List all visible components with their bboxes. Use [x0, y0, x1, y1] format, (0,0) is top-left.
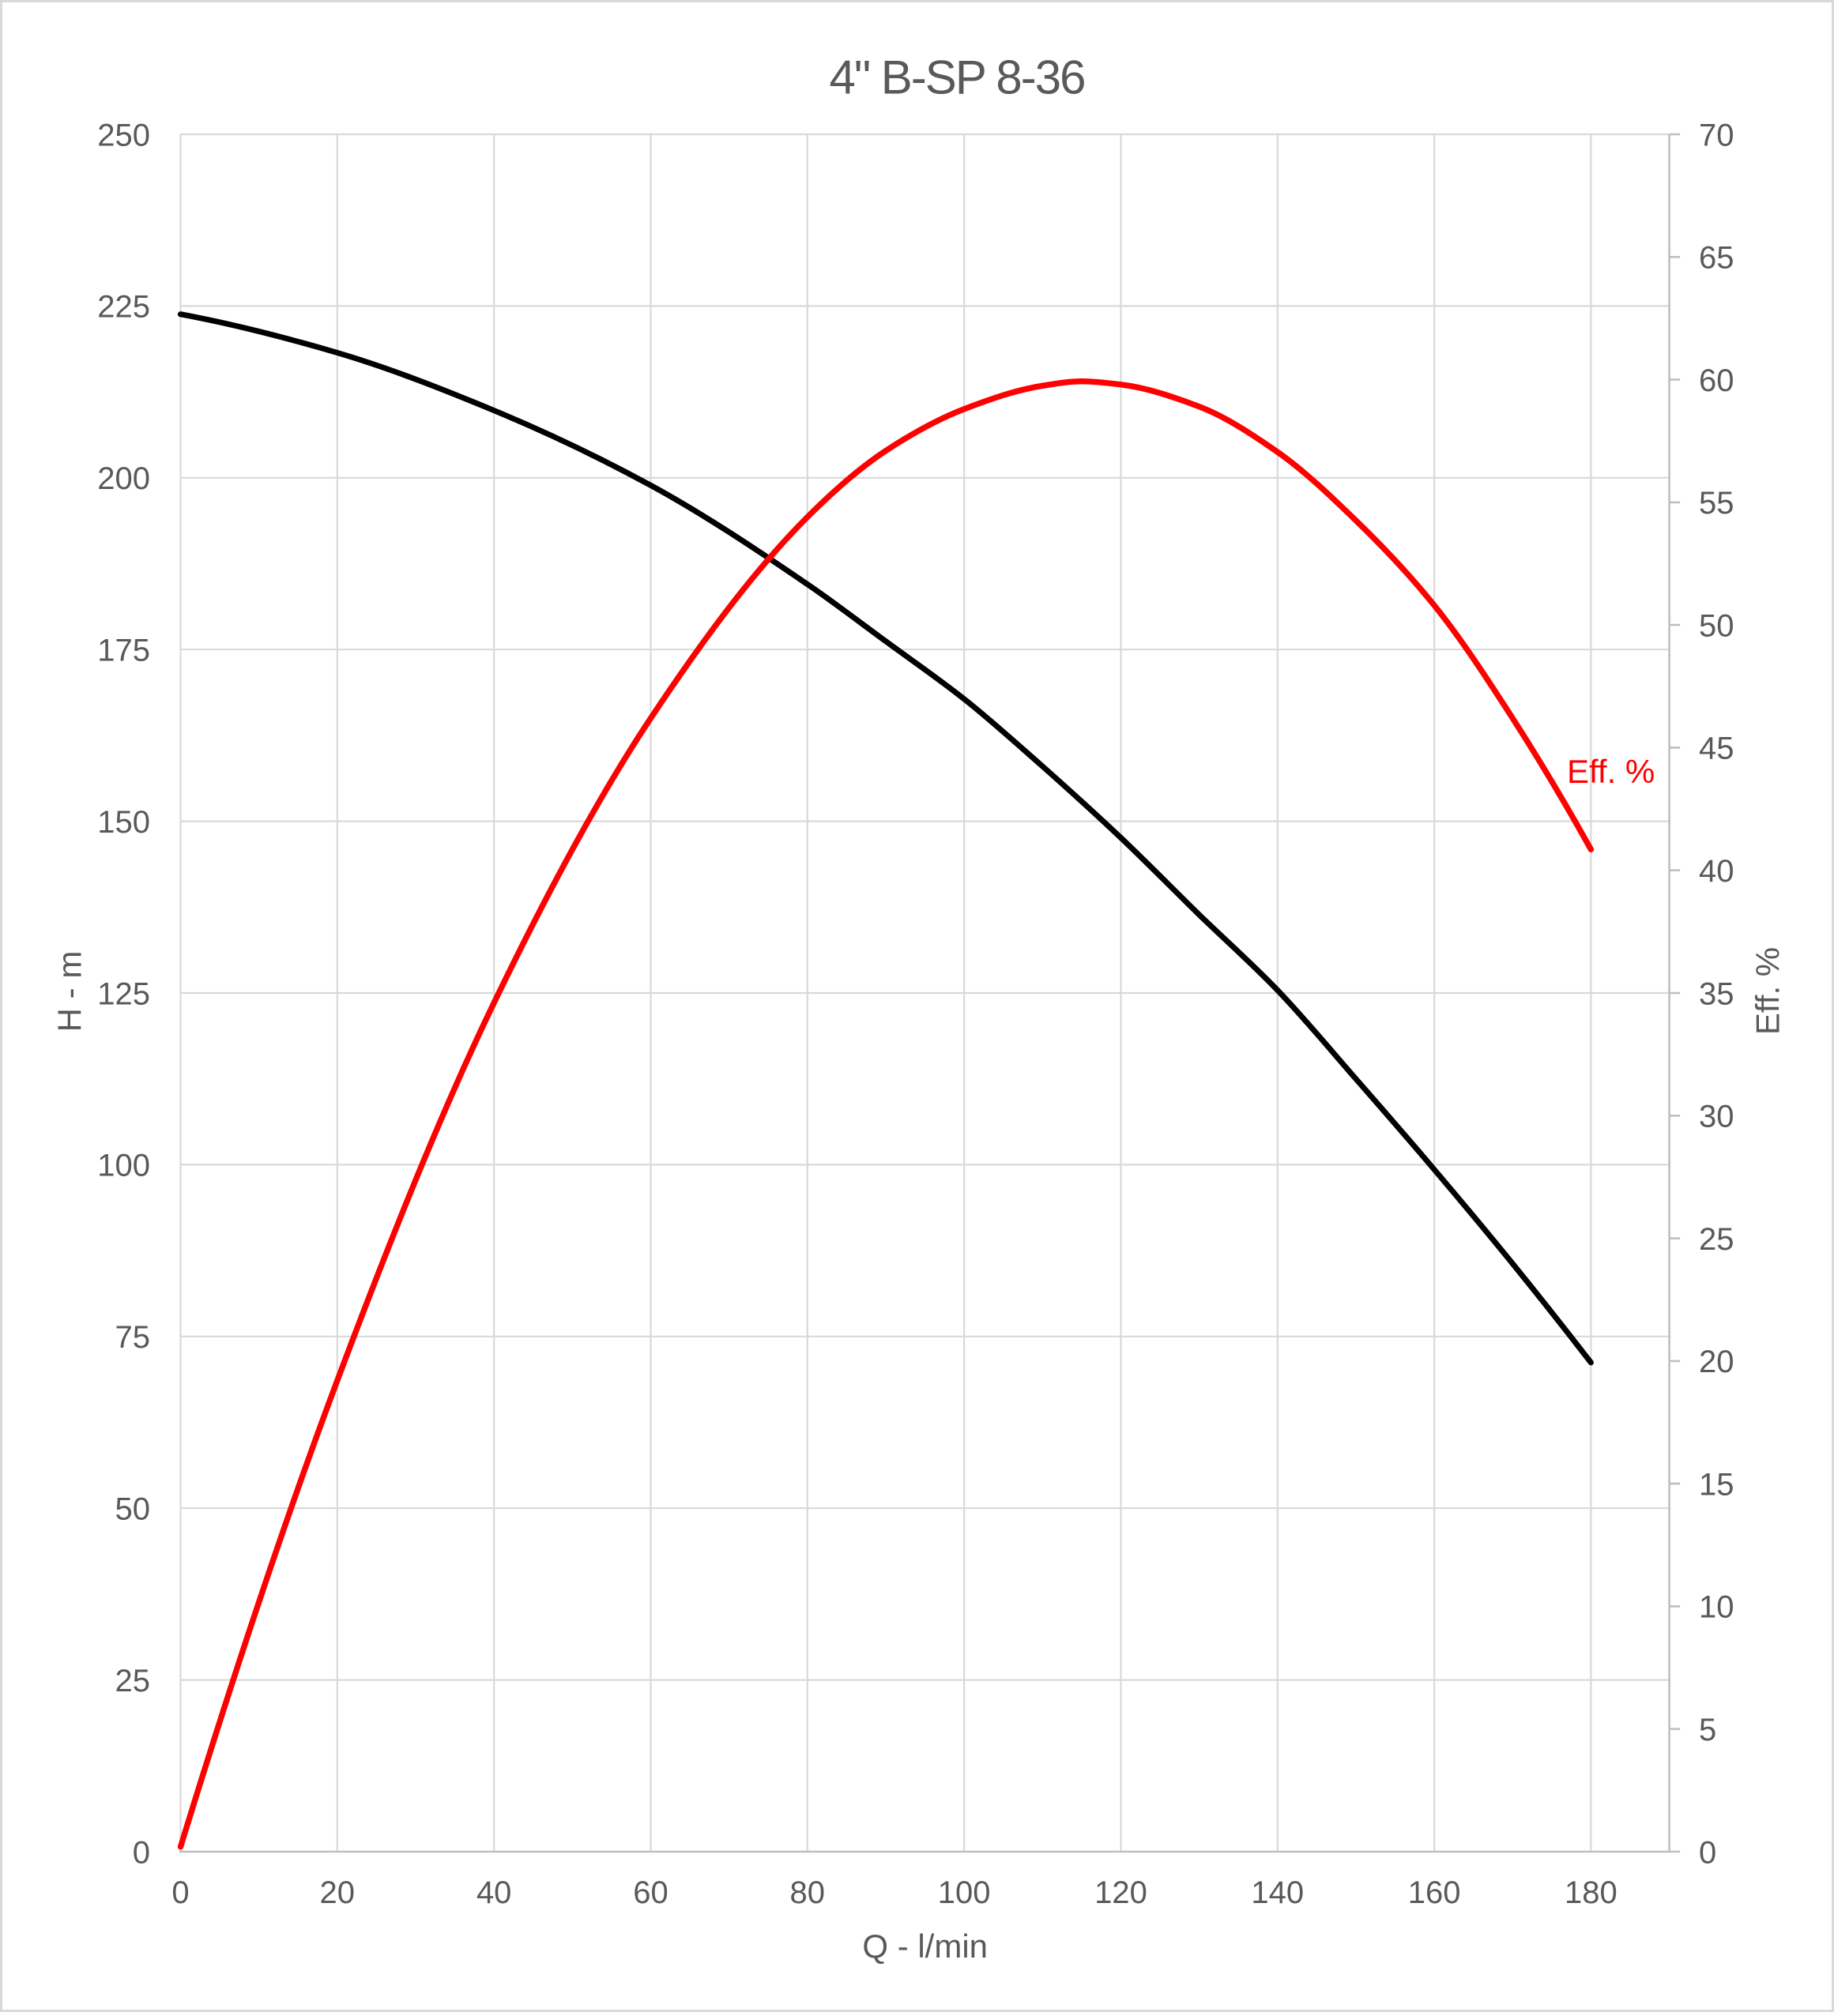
- svg-text:70: 70: [1699, 118, 1734, 152]
- svg-text:60: 60: [633, 1875, 668, 1910]
- svg-text:Q - l/min: Q - l/min: [862, 1928, 988, 1965]
- svg-text:35: 35: [1699, 976, 1734, 1011]
- svg-text:0: 0: [171, 1875, 189, 1910]
- svg-text:125: 125: [97, 976, 150, 1011]
- svg-text:H - m: H - m: [51, 951, 88, 1032]
- svg-text:15: 15: [1699, 1467, 1734, 1502]
- svg-text:80: 80: [790, 1875, 826, 1910]
- svg-text:100: 100: [938, 1875, 991, 1910]
- svg-text:60: 60: [1699, 363, 1734, 398]
- svg-text:50: 50: [1699, 608, 1734, 643]
- svg-text:50: 50: [115, 1492, 151, 1527]
- svg-text:40: 40: [476, 1875, 512, 1910]
- svg-text:40: 40: [1699, 854, 1734, 889]
- svg-text:5: 5: [1699, 1713, 1716, 1747]
- svg-text:150: 150: [97, 805, 150, 840]
- svg-text:25: 25: [1699, 1222, 1734, 1257]
- svg-text:225: 225: [97, 290, 150, 325]
- svg-text:Eff. %: Eff. %: [1567, 753, 1655, 790]
- svg-text:0: 0: [1699, 1835, 1716, 1870]
- svg-text:20: 20: [1699, 1345, 1734, 1379]
- svg-text:10: 10: [1699, 1590, 1734, 1625]
- svg-text:4" B-SP 8-36: 4" B-SP 8-36: [829, 51, 1084, 103]
- svg-text:100: 100: [97, 1149, 150, 1183]
- svg-text:180: 180: [1565, 1875, 1617, 1910]
- svg-text:45: 45: [1699, 732, 1734, 766]
- svg-text:Eff. %: Eff. %: [1749, 947, 1787, 1035]
- svg-text:75: 75: [115, 1320, 151, 1355]
- svg-text:120: 120: [1094, 1875, 1147, 1910]
- svg-text:55: 55: [1699, 486, 1734, 521]
- svg-text:20: 20: [320, 1875, 356, 1910]
- svg-text:65: 65: [1699, 241, 1734, 276]
- svg-text:140: 140: [1251, 1875, 1304, 1910]
- svg-text:160: 160: [1408, 1875, 1461, 1910]
- svg-text:250: 250: [97, 118, 150, 152]
- svg-text:0: 0: [133, 1835, 150, 1870]
- svg-text:200: 200: [97, 461, 150, 496]
- svg-text:25: 25: [115, 1664, 151, 1698]
- svg-text:30: 30: [1699, 1100, 1734, 1134]
- svg-text:175: 175: [97, 634, 150, 668]
